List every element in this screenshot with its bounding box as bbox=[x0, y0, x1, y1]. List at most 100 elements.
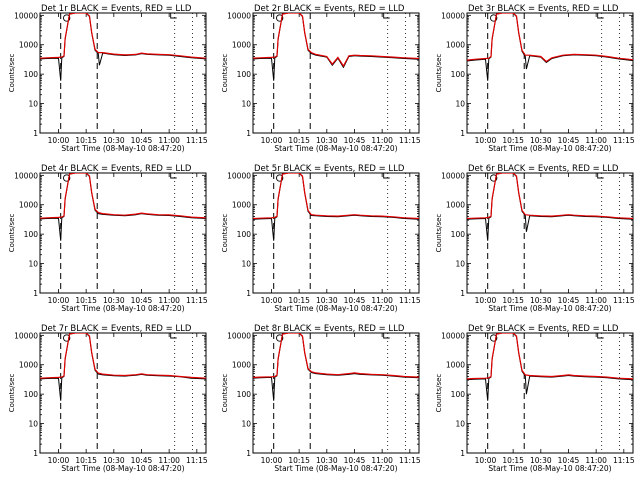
attenuator-circle-marker bbox=[490, 174, 498, 182]
x-tick-label: 10:45 bbox=[344, 456, 366, 465]
y-tick-label: 1000 bbox=[19, 201, 38, 210]
y-tick-label: 100 bbox=[451, 70, 466, 79]
y-tick-label: 10000 bbox=[14, 331, 38, 340]
y-axis-label: Counts/sec bbox=[435, 214, 443, 253]
y-axis-label: Counts/sec bbox=[8, 54, 16, 93]
plot-frame bbox=[252, 172, 420, 294]
x-axis-label: Start Time (08-May-10 08:47:20) bbox=[274, 464, 397, 473]
y-axis-label: Counts/sec bbox=[8, 214, 16, 253]
bracket-marker bbox=[597, 333, 604, 339]
x-tick-label: 11:00 bbox=[585, 456, 607, 465]
y-tick-label: 10000 bbox=[227, 331, 251, 340]
plot-frame bbox=[252, 12, 420, 134]
bracket-marker bbox=[383, 333, 390, 339]
x-tick-label: 11:15 bbox=[186, 296, 208, 305]
x-tick-label: 11:00 bbox=[158, 296, 180, 305]
series-lld-line bbox=[40, 333, 206, 379]
x-axis-label: Start Time (08-May-10 08:47:20) bbox=[61, 464, 184, 473]
x-tick-label: 11:15 bbox=[613, 136, 635, 145]
y-tick-label: 100 bbox=[24, 70, 39, 79]
y-axis-label: Counts/sec bbox=[8, 374, 16, 413]
series-lld-line bbox=[467, 333, 633, 380]
x-tick-label: 10:45 bbox=[558, 136, 580, 145]
panel-det-3: Det 3r BLACK = Events, RED = LLD 1 10 100 10… bbox=[435, 4, 635, 153]
series-lld-line bbox=[253, 13, 419, 68]
x-axis-label: Start Time (08-May-10 08:47:20) bbox=[274, 144, 397, 153]
x-tick-label: 10:30 bbox=[530, 136, 552, 145]
x-axis-label: Start Time (08-May-10 08:47:20) bbox=[488, 464, 611, 473]
y-tick-label: 100 bbox=[237, 390, 252, 399]
y-tick-label: 10000 bbox=[14, 171, 38, 180]
x-tick-label: 10:15 bbox=[502, 136, 524, 145]
attenuator-circle-marker bbox=[63, 174, 71, 182]
x-tick-label: 10:15 bbox=[288, 136, 310, 145]
y-tick-label: 1 bbox=[460, 449, 465, 458]
x-tick-label: 11:15 bbox=[186, 456, 208, 465]
y-tick-label: 10 bbox=[455, 260, 465, 269]
panel-title: Det 5r BLACK = Events, RED = LLD bbox=[254, 164, 405, 174]
panel-title: Det 7r BLACK = Events, RED = LLD bbox=[41, 324, 192, 334]
y-tick-label: 10000 bbox=[227, 171, 251, 180]
y-tick-label: 10000 bbox=[227, 11, 251, 20]
x-tick-label: 10:00 bbox=[261, 456, 283, 465]
series-events-line bbox=[467, 173, 633, 241]
x-tick-label: 10:00 bbox=[48, 136, 70, 145]
y-tick-label: 10000 bbox=[14, 11, 38, 20]
bracket-marker bbox=[170, 333, 177, 339]
x-axis-label: Start Time (08-May-10 08:47:20) bbox=[61, 144, 184, 153]
y-tick-label: 1000 bbox=[446, 361, 465, 370]
x-tick-label: 10:00 bbox=[48, 456, 70, 465]
attenuator-circle-marker bbox=[276, 14, 284, 22]
x-tick-label: 11:00 bbox=[371, 136, 393, 145]
y-tick-label: 10 bbox=[455, 420, 465, 429]
x-tick-label: 10:45 bbox=[344, 296, 366, 305]
x-tick-label: 11:00 bbox=[371, 456, 393, 465]
panel-det-2: Det 2r BLACK = Events, RED = LLD 1 10 100 10… bbox=[221, 4, 421, 153]
x-tick-label: 10:30 bbox=[316, 456, 338, 465]
x-tick-label: 10:15 bbox=[502, 296, 524, 305]
plot-frame bbox=[39, 332, 207, 454]
x-tick-label: 10:00 bbox=[48, 296, 70, 305]
x-tick-label: 10:45 bbox=[558, 456, 580, 465]
panel-title: Det 4r BLACK = Events, RED = LLD bbox=[41, 164, 192, 174]
x-tick-label: 10:15 bbox=[502, 456, 524, 465]
series-lld-line bbox=[40, 13, 206, 59]
attenuator-circle-marker bbox=[63, 334, 71, 342]
y-tick-label: 1 bbox=[33, 129, 38, 138]
x-tick-label: 10:15 bbox=[75, 296, 97, 305]
panel-title: Det 1r BLACK = Events, RED = LLD bbox=[41, 4, 192, 14]
x-tick-label: 10:45 bbox=[344, 136, 366, 145]
x-tick-label: 10:45 bbox=[131, 296, 153, 305]
x-tick-label: 11:15 bbox=[399, 296, 421, 305]
y-tick-label: 1000 bbox=[232, 201, 251, 210]
plot-frame bbox=[39, 172, 207, 294]
y-tick-label: 1000 bbox=[446, 41, 465, 50]
x-tick-label: 11:00 bbox=[585, 136, 607, 145]
panel-det-6: Det 6r BLACK = Events, RED = LLD 1 10 100 10… bbox=[435, 164, 635, 313]
plot-frame bbox=[252, 332, 420, 454]
panel-det-9: Det 9r BLACK = Events, RED = LLD 1 10 100 10… bbox=[435, 324, 635, 473]
x-tick-label: 10:30 bbox=[530, 296, 552, 305]
y-tick-label: 1 bbox=[246, 289, 251, 298]
y-tick-label: 10 bbox=[241, 100, 251, 109]
bracket-marker bbox=[170, 13, 177, 19]
y-tick-label: 1 bbox=[246, 449, 251, 458]
y-tick-label: 1 bbox=[460, 289, 465, 298]
x-axis-label: Start Time (08-May-10 08:47:20) bbox=[488, 144, 611, 153]
y-tick-label: 100 bbox=[237, 230, 252, 239]
y-tick-label: 100 bbox=[24, 230, 39, 239]
x-tick-label: 10:45 bbox=[131, 136, 153, 145]
y-tick-label: 1000 bbox=[232, 41, 251, 50]
panel-det-1: Det 1r BLACK = Events, RED = LLD 1 10 100 10… bbox=[8, 4, 208, 153]
y-tick-label: 100 bbox=[237, 70, 252, 79]
x-tick-label: 10:00 bbox=[475, 136, 497, 145]
x-tick-label: 11:00 bbox=[371, 296, 393, 305]
y-tick-label: 1000 bbox=[19, 361, 38, 370]
x-tick-label: 10:00 bbox=[261, 296, 283, 305]
y-tick-label: 1 bbox=[246, 129, 251, 138]
x-tick-label: 10:15 bbox=[288, 456, 310, 465]
x-axis-label: Start Time (08-May-10 08:47:20) bbox=[274, 304, 397, 313]
y-tick-label: 10000 bbox=[441, 331, 465, 340]
y-tick-label: 100 bbox=[24, 390, 39, 399]
x-tick-label: 10:30 bbox=[316, 136, 338, 145]
